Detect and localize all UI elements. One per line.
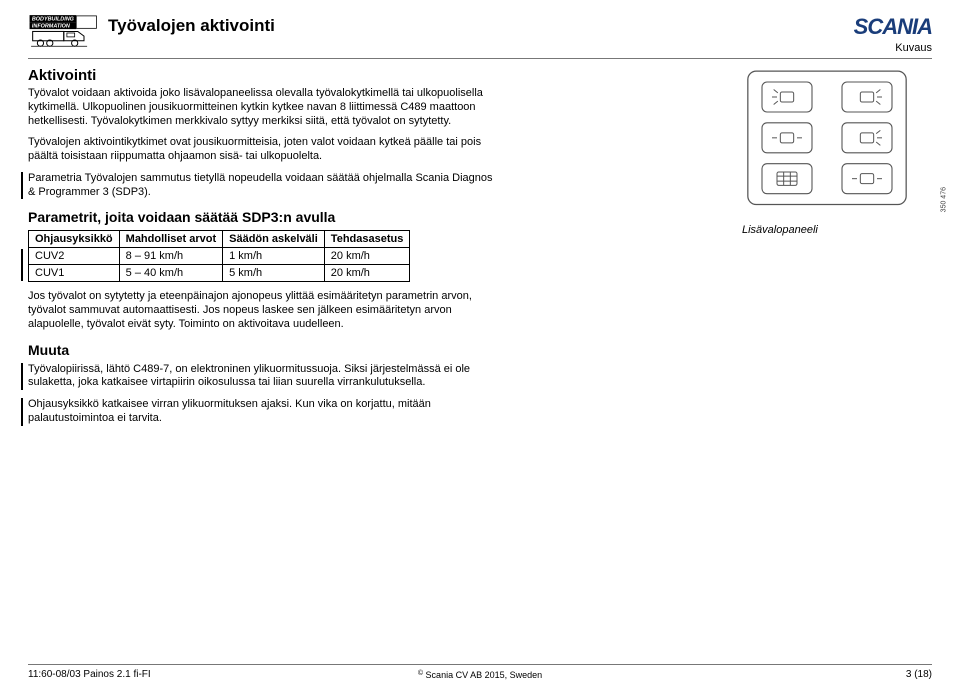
category-label: Kuvaus: [854, 42, 932, 54]
heading-aktivointi: Aktivointi: [28, 67, 712, 84]
page-header: BODYBUILDING INFORMATION Työvalojen akti…: [28, 14, 932, 54]
diagram-ref-number: 350 476: [940, 187, 947, 212]
col-3: Tehdasasetus: [324, 231, 410, 248]
table-row: CUV1 5 – 40 km/h 5 km/h 20 km/h: [29, 265, 410, 282]
page-footer: 11:60-08/03 Painos 2.1 fi-FI 3 (18) © Sc…: [28, 664, 932, 680]
text-column: Aktivointi Työvalot voidaan aktivoida jo…: [28, 67, 712, 434]
footer-right: 3 (18): [906, 669, 932, 680]
footer-divider: [28, 664, 932, 665]
page-title: Työvalojen aktivointi: [108, 16, 275, 36]
col-1: Mahdolliset arvot: [119, 231, 222, 248]
copyright-icon: ©: [418, 670, 423, 677]
param-table-block: Ohjausyksikkö Mahdolliset arvot Säädön a…: [28, 230, 712, 290]
svg-text:BODYBUILDING: BODYBUILDING: [32, 17, 75, 23]
header-left: BODYBUILDING INFORMATION Työvalojen akti…: [28, 14, 275, 52]
truck-info-logo: BODYBUILDING INFORMATION: [28, 14, 98, 52]
header-divider: [28, 58, 932, 59]
muuta-p2: Ohjausyksikkö katkaisee virran ylikuormi…: [21, 398, 501, 426]
aktivointi-p2: Työvalojen aktivointikytkimet ovat jousi…: [28, 136, 508, 164]
aktivointi-p1: Työvalot voidaan aktivoida joko lisävalo…: [28, 87, 508, 128]
aktivointi-p3: Parametria Työvalojen sammutus tietyllä …: [21, 172, 501, 200]
svg-text:INFORMATION: INFORMATION: [32, 24, 71, 30]
table-row: CUV2 8 – 91 km/h 1 km/h 20 km/h: [29, 248, 410, 265]
footer-center-text: Scania CV AB 2015, Sweden: [426, 670, 543, 680]
scania-logo: SCANIA: [854, 14, 932, 40]
heading-parametrit: Parametrit, joita voidaan säätää SDP3:n …: [28, 209, 712, 225]
diagram-column: 350 476 Lisävalopaneeli: [742, 67, 932, 434]
footer-center: © Scania CV AB 2015, Sweden: [418, 670, 542, 680]
table-header-row: Ohjausyksikkö Mahdolliset arvot Säädön a…: [29, 231, 410, 248]
parametrit-after: Jos työvalot on sytytetty ja eteenpäinaj…: [28, 290, 508, 331]
diagram-caption: Lisävalopaneeli: [742, 224, 932, 236]
param-table: Ohjausyksikkö Mahdolliset arvot Säädön a…: [28, 230, 410, 282]
col-2: Säädön askelväli: [223, 231, 325, 248]
muuta-p1: Työvalopiirissä, lähtö C489-7, on elektr…: [21, 363, 501, 391]
content-row: Aktivointi Työvalot voidaan aktivoida jo…: [28, 67, 932, 434]
heading-muuta: Muuta: [28, 342, 712, 358]
col-0: Ohjausyksikkö: [29, 231, 120, 248]
panel-diagram: [742, 67, 912, 217]
header-right: SCANIA Kuvaus: [854, 14, 932, 54]
footer-left: 11:60-08/03 Painos 2.1 fi-FI: [28, 669, 151, 680]
